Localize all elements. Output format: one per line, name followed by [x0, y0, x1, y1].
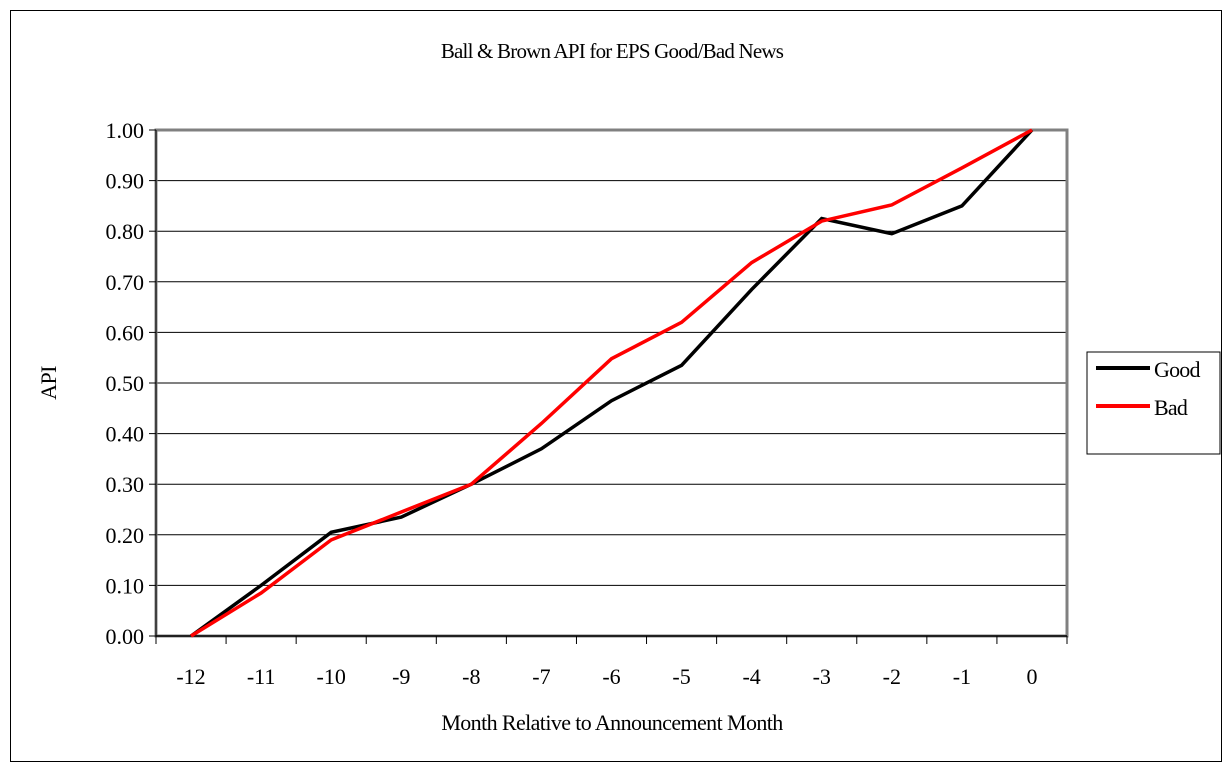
series-lines — [189, 128, 1034, 638]
x-tick-label: -10 — [317, 664, 346, 689]
x-axis-label: Month Relative to Announcement Month — [441, 710, 783, 735]
y-tick-label: 0.30 — [106, 472, 145, 497]
legend-label-good: Good — [1154, 357, 1200, 382]
x-tick-label: 0 — [1026, 664, 1037, 689]
y-tick-label: 0.70 — [106, 270, 145, 295]
x-tick-label: -5 — [672, 664, 690, 689]
x-tick-label: -6 — [602, 664, 620, 689]
y-tick-label: 0.90 — [106, 169, 145, 194]
legend-label-bad: Bad — [1154, 395, 1188, 420]
x-tick-label: -8 — [462, 664, 480, 689]
x-tick-label: -4 — [742, 664, 760, 689]
y-tick-label: 1.00 — [106, 118, 145, 143]
y-tick-label: 0.20 — [106, 523, 145, 548]
gridlines — [156, 180, 1067, 586]
y-tick-label: 0.10 — [106, 573, 145, 598]
y-axis-label: API — [36, 366, 61, 400]
x-tick-label: -7 — [532, 664, 550, 689]
series-line-bad — [190, 128, 1033, 638]
y-tick-label: 0.00 — [106, 624, 145, 649]
x-tick-label: -12 — [176, 664, 205, 689]
x-tick-label: -2 — [883, 664, 901, 689]
chart-title: Ball & Brown API for EPS Good/Bad News — [441, 39, 784, 63]
x-tick-label: -3 — [813, 664, 831, 689]
y-tick-label: 0.40 — [106, 422, 145, 447]
y-axis: 0.00 0.10 0.20 0.30 0.40 0.50 0.60 0.70 0.80 0.90… — [106, 118, 157, 649]
series-line-good — [189, 128, 1034, 638]
legend: Good Bad — [1086, 351, 1221, 455]
x-tick-label: -11 — [247, 664, 276, 689]
x-tick-label: -1 — [953, 664, 971, 689]
y-tick-label: 0.80 — [106, 219, 145, 244]
x-axis: -12 -11 -10 -9 -8 -7 -6 -5 -4 -3 -2 -1 0 — [155, 635, 1068, 689]
y-tick-label: 0.60 — [106, 320, 145, 345]
y-tick-label: 0.50 — [106, 371, 145, 396]
x-tick-label: -9 — [392, 664, 410, 689]
